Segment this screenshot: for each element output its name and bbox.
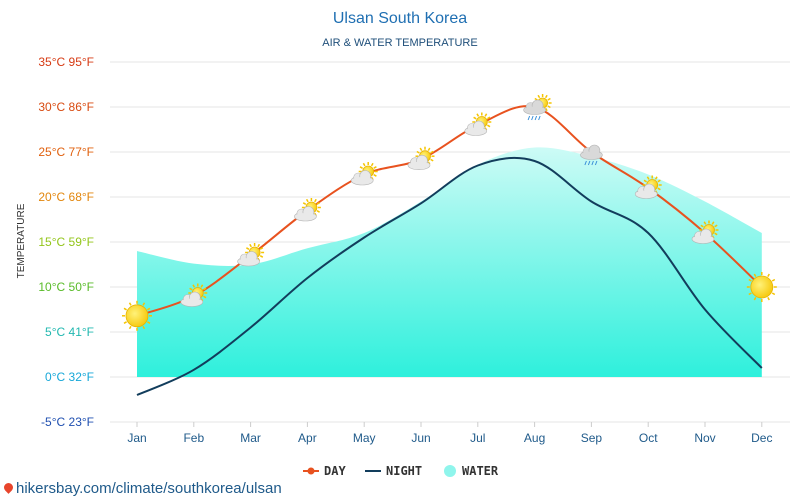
- chart-title: Ulsan South Korea: [333, 10, 467, 27]
- partly-cloudy-icon: [237, 243, 265, 267]
- water-area-layer: [135, 146, 764, 377]
- water-point: [305, 246, 309, 250]
- y-tick-label: 25°C 77°F: [38, 145, 94, 159]
- y-tick-label: 20°C 68°F: [38, 190, 94, 204]
- legend-day-swatch-dot: [307, 467, 315, 475]
- x-tick-label: Nov: [694, 431, 715, 445]
- legend-water-swatch: [444, 465, 456, 477]
- x-tick-label: Sep: [581, 431, 603, 445]
- sun-icon: [746, 272, 777, 302]
- sun-icon: [122, 300, 152, 331]
- location-pin-icon: [2, 481, 15, 494]
- y-tick-label: 15°C 59°F: [38, 235, 94, 249]
- chart-subtitle: AIR & WATER TEMPERATURE: [322, 37, 477, 49]
- y-tick-label: 10°C 50°F: [38, 280, 94, 294]
- weather-icons-layer: [122, 94, 777, 331]
- partly-cloudy-icon: [634, 175, 662, 199]
- y-tick-label: 5°C 41°F: [45, 325, 94, 339]
- rain-cloud-icon: [523, 94, 552, 121]
- partly-cloudy-icon: [407, 146, 435, 170]
- night-line: [136, 156, 763, 396]
- legend-water-label: WATER: [462, 464, 499, 478]
- night-point: [192, 368, 195, 371]
- water-point: [192, 262, 196, 266]
- legend-item-night[interactable]: NIGHT: [365, 464, 422, 478]
- x-axis-ticks: Jan Feb Mar Apr May Jun Jul Aug Sep Oct Nov Dec: [127, 422, 772, 445]
- y-axis-label: TEMPERATURE: [16, 203, 27, 278]
- water-point: [533, 146, 537, 150]
- x-tick-label: Jul: [470, 431, 485, 445]
- x-tick-label: Aug: [524, 431, 545, 445]
- source-link-text: hikersbay.com/climate/southkorea/ulsan: [16, 480, 282, 497]
- x-tick-label: Mar: [240, 431, 261, 445]
- night-point: [760, 367, 763, 370]
- night-point: [306, 277, 309, 280]
- water-point: [362, 231, 366, 235]
- x-tick-label: Jun: [411, 431, 430, 445]
- night-point: [136, 394, 139, 397]
- rain-cloud-icon: [580, 144, 603, 166]
- legend-item-day[interactable]: DAY: [303, 464, 346, 478]
- water-point: [703, 200, 707, 204]
- legend-night-label: NIGHT: [386, 464, 422, 478]
- water-area: [137, 147, 762, 377]
- night-point: [420, 202, 423, 205]
- x-tick-label: Oct: [639, 431, 658, 445]
- x-tick-label: Apr: [298, 431, 317, 445]
- night-point: [647, 232, 650, 235]
- y-tick-label: -5°C 23°F: [41, 415, 94, 429]
- x-tick-label: Jan: [127, 431, 146, 445]
- partly-cloudy-icon: [350, 162, 378, 186]
- x-tick-label: Dec: [751, 431, 772, 445]
- partly-cloudy-icon: [294, 198, 321, 222]
- x-tick-label: Feb: [183, 431, 204, 445]
- y-tick-label: 35°C 95°F: [38, 55, 94, 69]
- night-point: [363, 236, 366, 239]
- legend: DAY NIGHT WATER: [303, 464, 499, 478]
- water-point: [760, 231, 764, 235]
- y-axis-ticks: 35°C 95°F 30°C 86°F 25°C 77°F 20°C 68°F 15°C…: [38, 55, 94, 429]
- night-point: [249, 326, 252, 329]
- y-tick-label: 30°C 86°F: [38, 100, 94, 114]
- night-point: [704, 308, 707, 311]
- partly-cloudy-icon: [180, 283, 208, 307]
- night-point: [590, 200, 593, 203]
- water-point: [646, 173, 650, 177]
- partly-cloudy-icon: [464, 112, 492, 136]
- legend-item-water[interactable]: WATER: [444, 464, 499, 478]
- water-point: [135, 249, 139, 253]
- source-link[interactable]: hikersbay.com/climate/southkorea/ulsan: [2, 480, 282, 497]
- partly-cloudy-icon: [691, 220, 719, 244]
- x-tick-label: May: [353, 431, 376, 445]
- night-point: [476, 164, 479, 167]
- y-tick-label: 0°C 32°F: [45, 370, 94, 384]
- night-point: [533, 160, 536, 163]
- legend-day-label: DAY: [324, 464, 346, 478]
